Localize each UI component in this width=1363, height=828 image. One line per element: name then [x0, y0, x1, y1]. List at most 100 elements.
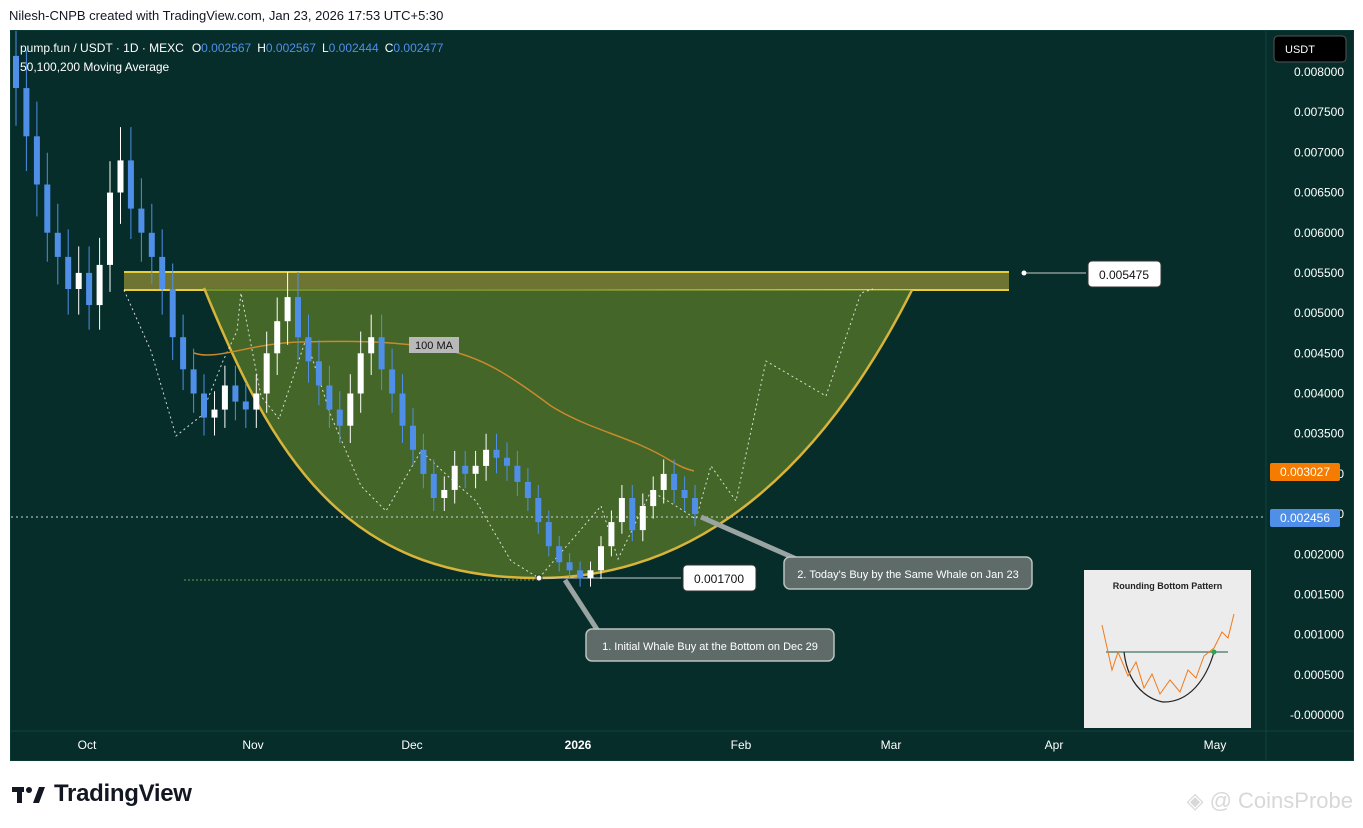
inset-price-line: [1101, 613, 1235, 696]
candle-body[interactable]: [295, 297, 301, 338]
candle-body[interactable]: [493, 449, 500, 458]
tradingview-logo[interactable]: TradingView: [12, 780, 192, 808]
candle-body[interactable]: [201, 393, 207, 418]
note2-box[interactable]: [783, 556, 1033, 590]
candle-body[interactable]: [180, 337, 187, 370]
y-tick-label: 0.004000: [1294, 387, 1344, 401]
candle-body[interactable]: [54, 232, 61, 257]
bottom-marker[interactable]: [535, 574, 543, 582]
candle-body[interactable]: [545, 522, 552, 547]
candle-body[interactable]: [263, 353, 270, 394]
candle-body[interactable]: [315, 361, 322, 386]
ma-label: 100 MA: [415, 340, 454, 352]
candle-body[interactable]: [451, 465, 458, 490]
resistance-callout-text: 0.005475: [1099, 268, 1149, 282]
candle-body[interactable]: [681, 490, 688, 498]
projection-zigzag: [123, 288, 874, 579]
candle-body[interactable]: [514, 465, 521, 482]
tradingview-icon: [12, 787, 45, 803]
price-axis[interactable]: 0.008000 0.007500 0.007000 0.006500 0.006000…: [1290, 65, 1344, 722]
candle-body[interactable]: [472, 465, 479, 474]
time-axis[interactable]: Oct Nov Dec 2026 Feb Mar Apr May: [78, 738, 1227, 752]
candle-body[interactable]: [232, 385, 239, 402]
candle-body[interactable]: [598, 546, 604, 571]
candle-body[interactable]: [96, 264, 103, 306]
candle-body[interactable]: [274, 321, 281, 354]
candle-body[interactable]: [399, 393, 406, 426]
indicator-legend[interactable]: 50,100,200 Moving Average: [20, 60, 170, 74]
rounding-bottom-fill: [204, 288, 912, 579]
y-tick-label: 0.007500: [1294, 105, 1344, 119]
candle-body[interactable]: [618, 498, 625, 523]
ma-label-box: [409, 337, 459, 353]
candle-body[interactable]: [556, 546, 563, 563]
legend-c-value: 0.002477: [393, 41, 443, 55]
candle-body[interactable]: [660, 473, 667, 490]
candle-body[interactable]: [639, 506, 646, 531]
candle-body[interactable]: [535, 498, 542, 523]
y-tick-label: 0.005000: [1294, 306, 1344, 320]
candle-body[interactable]: [483, 449, 490, 466]
candle-body[interactable]: [117, 160, 124, 193]
candle-body[interactable]: [347, 393, 354, 426]
current-price-badge-text: 0.002456: [1280, 511, 1330, 525]
candle-body[interactable]: [650, 490, 657, 507]
ma-100-line[interactable]: [193, 340, 695, 472]
candle-body[interactable]: [389, 369, 396, 394]
candle-body[interactable]: [284, 297, 291, 322]
candle-body[interactable]: [127, 160, 134, 209]
candle-body[interactable]: [368, 337, 375, 354]
candle-body[interactable]: [504, 457, 510, 466]
legend-h-value: 0.002567: [266, 41, 316, 55]
candle-body[interactable]: [566, 562, 573, 571]
candle-body[interactable]: [86, 272, 93, 305]
chart-canvas[interactable]: 100 MA 0.0080000.0075000.0070000.0065000…: [11, 31, 1353, 760]
y-tick-label: 0.003500: [1294, 427, 1344, 441]
candle-body[interactable]: [692, 498, 698, 515]
candle-body[interactable]: [577, 570, 584, 579]
candle-body[interactable]: [441, 490, 448, 498]
candle-body[interactable]: [242, 401, 249, 410]
y-tick-label: 0.002000: [1294, 547, 1344, 561]
candle-body[interactable]: [462, 465, 469, 474]
candle-body[interactable]: [671, 473, 678, 490]
candle-body[interactable]: [420, 449, 427, 474]
candle-body[interactable]: [75, 272, 82, 289]
candle-body[interactable]: [148, 232, 155, 257]
candle-body[interactable]: [253, 393, 260, 410]
candle-body[interactable]: [190, 369, 197, 394]
candle-body[interactable]: [524, 481, 531, 498]
bottom-callout-text: 0.001700: [694, 572, 744, 586]
candle-body[interactable]: [211, 409, 218, 418]
candles-group: [13, 31, 698, 587]
chart-frame[interactable]: 100 MA 0.008000 0.007500 0.007000 0.006500 0…: [10, 30, 1354, 761]
candle-body[interactable]: [159, 256, 166, 289]
ma-price-badge: [1270, 463, 1340, 481]
y-tick-label: 0.005500: [1294, 266, 1344, 280]
candle-body[interactable]: [629, 498, 636, 531]
note1-box[interactable]: [585, 628, 835, 662]
candle-body[interactable]: [378, 337, 385, 370]
candle-body[interactable]: [23, 88, 30, 137]
currency-button[interactable]: [1273, 35, 1347, 63]
candle-body[interactable]: [138, 208, 145, 233]
candle-body[interactable]: [65, 256, 72, 289]
candle-body[interactable]: [13, 55, 19, 88]
candle-body[interactable]: [44, 184, 51, 233]
candle-body[interactable]: [336, 409, 343, 426]
resistance-callout[interactable]: [1087, 260, 1162, 288]
bottom-callout[interactable]: [682, 564, 757, 592]
candle-body[interactable]: [33, 136, 40, 185]
candle-body[interactable]: [410, 425, 416, 450]
candle-body[interactable]: [326, 385, 333, 410]
candle-body[interactable]: [608, 522, 615, 547]
candle-body[interactable]: [357, 353, 364, 394]
candle-body[interactable]: [221, 385, 228, 410]
y-tick-label: 0.006000: [1294, 226, 1344, 240]
candle-body[interactable]: [587, 570, 594, 579]
candle-body[interactable]: [430, 473, 437, 498]
candle-body[interactable]: [305, 337, 312, 362]
legend-o-value: 0.002567: [201, 41, 251, 55]
candle-body[interactable]: [107, 192, 113, 265]
candle-body[interactable]: [169, 289, 176, 338]
